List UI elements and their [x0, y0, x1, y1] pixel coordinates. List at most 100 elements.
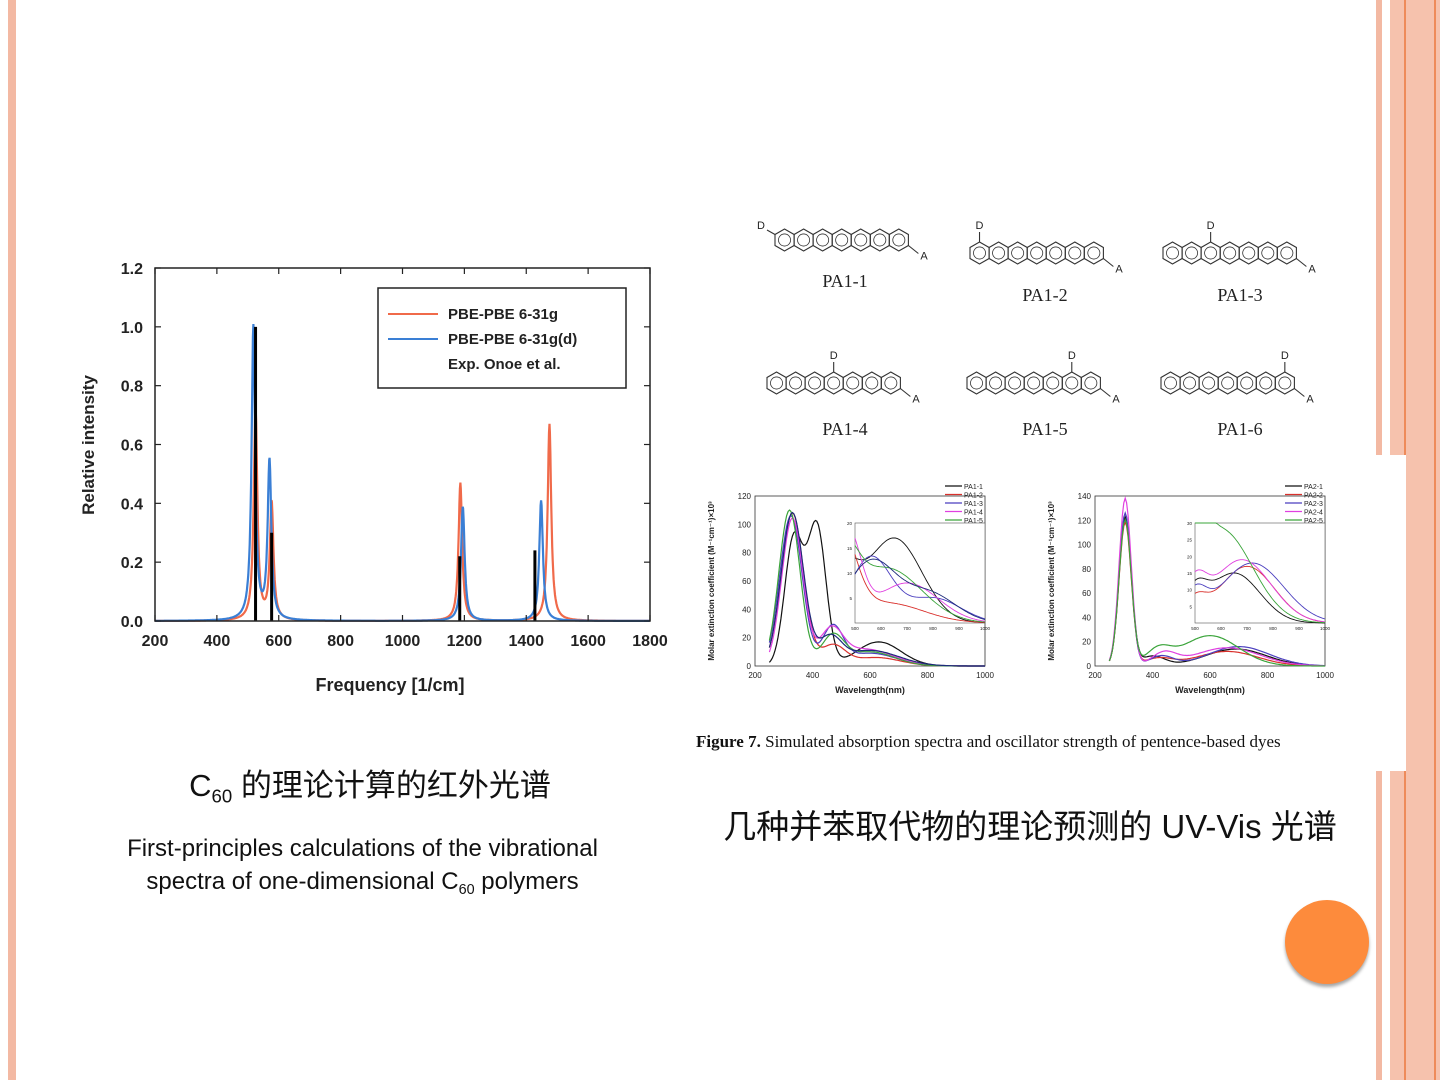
inset-x-tick: 800	[929, 626, 937, 631]
y-tick-label: 0	[1087, 662, 1092, 671]
caption-line: First-principles calculations of the vib…	[127, 835, 598, 862]
x-tick-label: 1000	[976, 671, 994, 680]
inset-y-tick: 5	[849, 596, 852, 601]
ir-caption-english: First-principles calculations of the vib…	[80, 832, 645, 907]
x-tick-label: 1000	[1316, 671, 1334, 680]
inset-spectrum-line	[1194, 559, 1326, 623]
y-tick-label: 100	[738, 520, 752, 529]
inset-spectrum-line	[1195, 522, 1325, 624]
donor-label: D	[1207, 220, 1215, 232]
series-line-pbe-631g	[155, 407, 650, 622]
uvvis-chart-pa2: 200 400 600 800 1000 0 20 40 60 80 100 120 140 Wavele…	[1047, 484, 1334, 695]
x-tick-label: 200	[748, 671, 762, 680]
y-tick-label: 140	[1078, 492, 1092, 501]
x-tick-label: 600	[265, 633, 292, 650]
y-tick-label: 80	[742, 549, 751, 558]
acceptor-label: A	[920, 251, 928, 263]
y-tick-label: 40	[742, 605, 751, 614]
spectrum-line	[768, 511, 985, 667]
y-tick-label: 0	[747, 662, 752, 671]
x-tick-label: 400	[204, 633, 231, 650]
caption-text: spectra of one-dimensional C	[146, 868, 459, 895]
x-tick-label: 400	[806, 671, 820, 680]
uvvis-chart-pa1: 200 400 600 800 1000 0 20 40 60 80 100 120 Wavelengt…	[707, 484, 994, 695]
left-border-bar	[8, 0, 16, 1080]
inset-x-tick: 700	[1243, 626, 1251, 631]
x-axis-label: Wavelength(nm)	[1175, 685, 1245, 695]
molecule-label: PA1-3	[1217, 285, 1262, 305]
ir-spectrum-chart: 200 400 600 800 1000 1200 1400 1600 1800 0.0 0.2 0…	[79, 261, 668, 695]
x-axis-label: Wavelength(nm)	[835, 685, 905, 695]
legend-label: PBE-PBE 6-31g	[448, 306, 558, 323]
y-tick-label: 120	[1078, 516, 1092, 525]
donor-label: D	[757, 220, 765, 232]
acceptor-label: A	[1306, 394, 1314, 406]
y-tick-label: 0.6	[121, 438, 143, 455]
x-tick-label: 1400	[508, 633, 544, 650]
inset-x-tick: 600	[877, 626, 885, 631]
inset-spectrum-line	[1194, 572, 1325, 624]
molecule-5: A D PA1-5	[966, 350, 1120, 439]
molecule-6: A D PA1-6	[1160, 350, 1314, 439]
donor-label: D	[830, 350, 838, 362]
inset-y-tick: 15	[1187, 571, 1193, 576]
y-tick-label: 120	[738, 492, 752, 501]
x-tick-label: 1800	[632, 633, 668, 650]
x-tick-label: 800	[921, 671, 935, 680]
x-axis-label: Frequency [1/cm]	[315, 675, 464, 695]
acceptor-label: A	[912, 394, 920, 406]
inset-spectrum-line	[854, 554, 986, 623]
y-axis-label: Molar extinction coefficient (M⁻¹cm⁻¹)×1…	[1047, 501, 1056, 661]
legend-label: PA2-4	[1304, 510, 1323, 517]
molecule-4: A D PA1-4	[766, 350, 920, 439]
inset-x-tick: 600	[1217, 626, 1225, 631]
caption-text: C	[189, 768, 212, 803]
x-tick-label: 1200	[447, 633, 483, 650]
inset-y-tick: 20	[847, 521, 853, 526]
y-tick-label: 80	[1082, 565, 1091, 574]
y-axis-label: Molar extinction coefficient (M⁻¹cm⁻¹)×1…	[707, 501, 716, 661]
spectrum-line	[1108, 496, 1325, 667]
inset-y-tick: 30	[1187, 521, 1193, 526]
caption-text: polymers	[474, 868, 579, 895]
inset-x-tick: 500	[1191, 626, 1199, 631]
legend-label: PA2-1	[1304, 484, 1323, 491]
inset-x-tick: 500	[851, 626, 859, 631]
acceptor-label: A	[1308, 264, 1316, 276]
donor-label: D	[976, 220, 984, 232]
y-tick-label: 40	[1082, 613, 1091, 622]
inset-y-tick: 10	[847, 571, 853, 576]
y-tick-label: 20	[742, 634, 751, 643]
legend-label: PA1-2	[964, 493, 983, 500]
slide-decoration-circle	[1285, 900, 1369, 984]
x-tick-label: 600	[863, 671, 877, 680]
inset-y-tick: 25	[1187, 538, 1193, 543]
y-tick-label: 1.0	[121, 320, 143, 337]
molecule-1: A D PA1-1	[757, 220, 928, 291]
caption-subscript: 60	[211, 785, 233, 807]
y-tick-label: 60	[742, 577, 751, 586]
inset-spectrum-line	[1194, 562, 1326, 620]
y-tick-label: 60	[1082, 589, 1091, 598]
legend-label: PA2-3	[1304, 501, 1323, 508]
molecule-label: PA1-2	[1022, 285, 1067, 305]
legend-label: PA2-2	[1304, 493, 1323, 500]
y-tick-label: 1.2	[121, 261, 143, 278]
x-tick-label: 200	[1088, 671, 1102, 680]
donor-label: D	[1068, 350, 1076, 362]
y-tick-label: 0.0	[121, 614, 143, 631]
legend-label: PA1-1	[964, 484, 983, 491]
molecule-structures: A D PA1-1 A D PA1-2 A D PA1-3 A D PA1-4 A D PA1-5 A D PA1…	[757, 220, 1316, 439]
inset-x-tick: 900	[955, 626, 963, 631]
figure-label: Figure 7.	[696, 732, 761, 751]
x-tick-label: 200	[142, 633, 169, 650]
x-tick-label: 1000	[385, 633, 421, 650]
acceptor-label: A	[1112, 394, 1120, 406]
donor-label: D	[1281, 350, 1289, 362]
inset-spectrum-line	[854, 558, 986, 620]
acceptor-label: A	[1115, 264, 1123, 276]
inset-y-tick: 5	[1189, 604, 1192, 609]
inset-spectrum-line	[854, 555, 986, 620]
x-tick-label: 600	[1203, 671, 1217, 680]
x-tick-label: 800	[1261, 671, 1275, 680]
